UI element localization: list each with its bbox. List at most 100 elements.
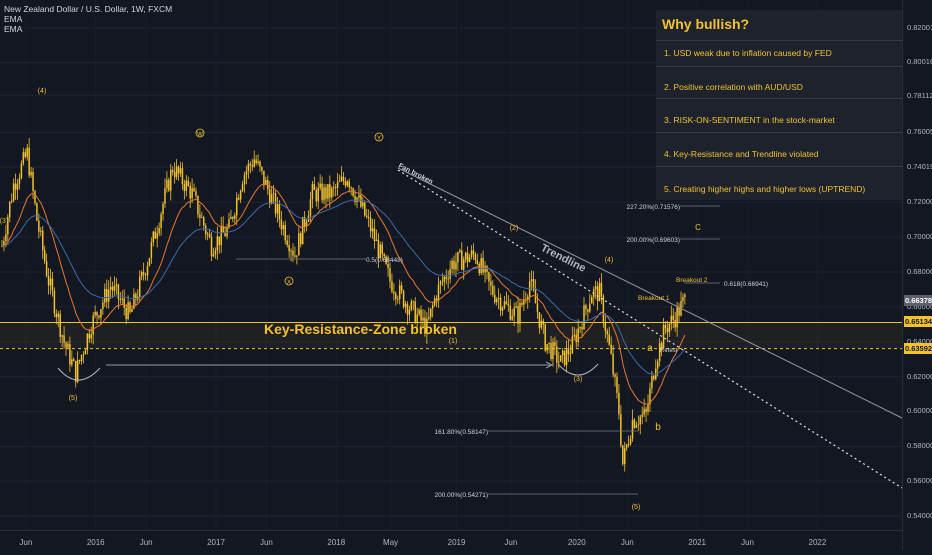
wave-5-left-label: (5) — [69, 395, 78, 402]
wave-x-label: X — [287, 280, 291, 286]
reason-3: 3. RISK-ON-SENTIMENT in the stock-market — [664, 115, 835, 125]
candle-body — [503, 301, 506, 308]
candle-body — [148, 258, 151, 266]
candle-body — [383, 253, 385, 257]
candle-body — [608, 334, 610, 345]
candle-body — [468, 256, 471, 262]
price-tick-label: 0.62000 — [907, 371, 932, 381]
candle-body — [358, 195, 360, 198]
candle-body — [9, 201, 11, 218]
wave-x-circle — [284, 276, 294, 286]
candle-body — [177, 166, 180, 174]
wave-a-label: a — [647, 343, 653, 354]
candle-body — [556, 346, 558, 363]
candle-body — [670, 315, 673, 324]
candle-body — [241, 184, 244, 192]
candle-body — [212, 254, 215, 257]
time-tick-label: 2020 — [567, 538, 586, 547]
fib-0618-label: 0.618(0.66941) — [724, 281, 768, 288]
candle-body — [55, 313, 58, 318]
candle-body — [511, 316, 513, 320]
candle-body — [49, 278, 52, 286]
candle-body — [30, 171, 32, 176]
candle-body — [234, 215, 236, 219]
price-tick-label: 0.82001 — [907, 22, 932, 32]
candle-body — [451, 260, 453, 269]
candle-body — [377, 239, 380, 258]
candle-body — [651, 375, 653, 389]
candle-body — [294, 255, 296, 257]
candle-body — [532, 279, 535, 290]
candle-body — [391, 281, 393, 292]
candle-body — [189, 185, 191, 199]
candle-body — [220, 225, 222, 246]
candle-body — [214, 250, 217, 255]
time-axis[interactable]: Jun 2016 Jun 2017 Jun 2018 May 2019 Jun 2020 Jun 20… — [0, 530, 902, 551]
candle-body — [548, 342, 550, 345]
candle-body — [538, 312, 541, 328]
price-tick-label: 0.56000 — [907, 476, 932, 486]
candle-body — [22, 152, 25, 164]
candle-body — [88, 333, 91, 339]
wave-y-label: Y — [377, 136, 381, 142]
candle-body — [140, 272, 143, 277]
candle-body — [243, 175, 246, 185]
candle-body — [288, 244, 290, 252]
candle-body — [375, 239, 378, 242]
candle-body — [138, 276, 141, 297]
candle-body — [453, 260, 455, 270]
candle-body — [331, 188, 333, 198]
trendline-solid — [397, 167, 903, 419]
candle-body — [497, 297, 500, 300]
candle-body — [620, 414, 622, 446]
candle-body — [43, 250, 46, 262]
candle-body — [416, 314, 418, 323]
candle-body — [552, 342, 554, 360]
time-tick-label: 2017 — [207, 538, 225, 547]
candle-body — [179, 168, 182, 174]
candle-body — [232, 217, 234, 219]
candle-body — [604, 322, 607, 331]
time-tick-label: Jun — [259, 538, 273, 547]
candle-body — [435, 298, 438, 301]
candle-body — [224, 232, 226, 237]
candle-body — [173, 172, 176, 178]
candle-body — [658, 343, 661, 362]
candle-body — [509, 305, 512, 320]
candle-body — [78, 360, 81, 362]
candle-body — [80, 355, 83, 362]
candle-body — [519, 302, 521, 324]
candle-body — [226, 227, 228, 237]
reason-1: 1. USD weak due to inflation caused by F… — [664, 48, 832, 58]
bottom-arc-left — [57, 367, 101, 381]
time-tick-label: 2022 — [808, 538, 827, 547]
candle-body — [111, 286, 114, 291]
candle-body — [323, 187, 325, 201]
candle-body — [319, 183, 321, 189]
price-axis[interactable]: 0.54000 0.56000 0.58000 0.60000 0.62000 0.640… — [902, 0, 932, 550]
candle-body — [272, 193, 275, 195]
wave-4-label: (4) — [605, 257, 614, 264]
candle-body — [389, 268, 391, 282]
candle-body — [406, 303, 409, 315]
wave-3-label: (3) — [574, 376, 583, 383]
fan-line-dotted — [397, 169, 903, 489]
candle-body — [474, 254, 477, 261]
candle-body — [96, 312, 98, 316]
price-tick-label: 0.80016 — [907, 57, 932, 67]
candle-body — [127, 302, 129, 320]
fib-05-label: 0.5(0.68448) — [366, 257, 403, 264]
price-tick-label: 0.54000 — [907, 511, 932, 521]
candle-body — [449, 268, 451, 280]
candle-body — [354, 195, 356, 202]
fib-2272-label: 227.20%(0.71576) — [627, 204, 681, 211]
candle-body — [544, 324, 546, 351]
candle-body — [263, 170, 265, 185]
candle-body — [472, 250, 475, 255]
time-tick-label: Jun — [19, 538, 33, 547]
candle-body — [364, 202, 366, 216]
candle-body — [98, 315, 100, 318]
candle-body — [565, 348, 568, 366]
